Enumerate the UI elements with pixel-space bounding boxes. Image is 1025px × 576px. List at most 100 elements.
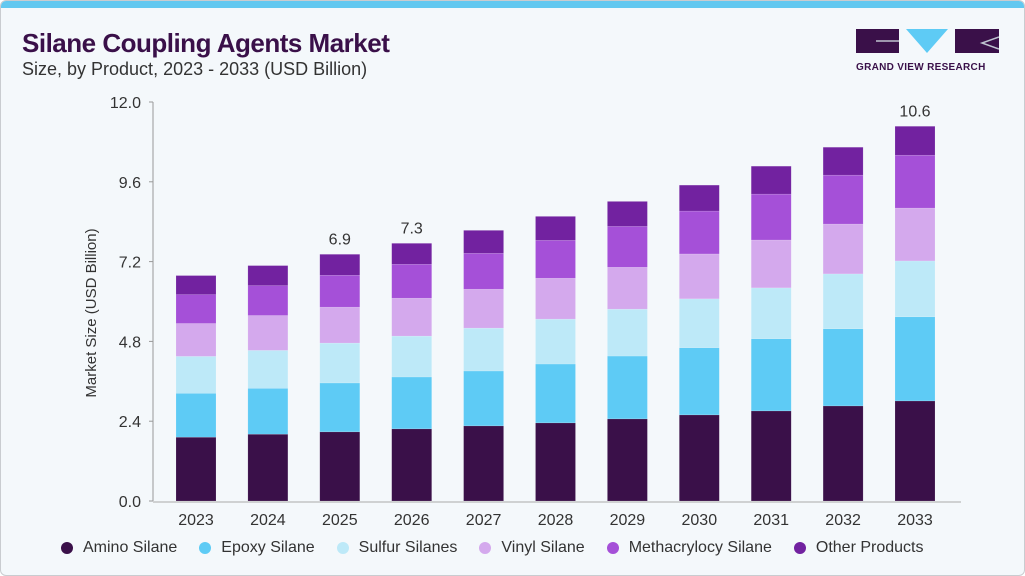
bar-segment-epoxy-silane-2025 [319,382,361,433]
bar-segment-amino-silane-2030 [679,414,720,502]
y-tick-label: 2.4 [119,414,141,431]
bar-segment-vinyl-silane-2025 [319,306,361,344]
bar-segment-epoxy-silane-2031 [750,338,792,412]
legend: Amino Silane Epoxy Silane Sulfur Silanes Vi… [61,539,945,557]
legend-label: Epoxy Silane [221,539,315,556]
top-accent-stripe [1,1,1024,8]
bar-segment-epoxy-silane-2026 [391,376,432,430]
x-tick-label: 2032 [825,512,861,529]
y-tick-label: 9.6 [119,175,141,192]
bar-segment-methacrylocy-silane-2026 [391,264,432,299]
bar-segment-other-products-2033 [894,126,936,156]
legend-item: Amino Silane [61,539,177,557]
y-tick-label: 12.0 [110,95,141,112]
bar-segment-vinyl-silane-2023 [175,323,217,357]
x-tick-label: 2023 [178,512,214,529]
bar-segment-other-products-2023 [175,275,217,295]
bar-segment-sulfur-silanes-2024 [247,350,289,389]
bar-segment-methacrylocy-silane-2033 [894,154,936,209]
data-label-2033: 10.6 [899,103,930,120]
chart-title: Silane Coupling Agents Market [22,28,390,58]
bars: 6.9 7.3 10.6 [175,103,936,502]
bar-segment-methacrylocy-silane-2032 [822,174,864,225]
bar-segment-amino-silane-2023 [175,436,217,502]
legend-item: Vinyl Silane [479,539,585,557]
x-tick-label: 2028 [538,512,574,529]
legend-item: Methacrylocy Silane [606,539,772,557]
bar-segment-other-products-2028 [535,216,576,241]
bar-segment-vinyl-silane-2026 [391,297,432,337]
bar-segment-sulfur-silanes-2031 [750,287,792,339]
bar-segment-other-products-2029 [607,201,648,227]
y-tick-label: 4.8 [119,334,141,351]
bar-segment-epoxy-silane-2028 [535,363,576,424]
bar-segment-vinyl-silane-2028 [535,277,576,320]
bar-segment-amino-silane-2033 [894,400,936,502]
bar-segment-epoxy-silane-2033 [894,316,936,402]
bar-segment-vinyl-silane-2033 [894,207,936,262]
x-tick-label: 2033 [897,512,933,529]
bar-segment-epoxy-silane-2024 [247,388,289,435]
bar-segment-other-products-2024 [247,265,289,286]
x-tick-label: 2025 [322,512,358,529]
legend-item: Sulfur Silanes [336,539,458,557]
legend-item: Epoxy Silane [199,539,315,557]
legend-swatch-icon [199,542,212,554]
bar-segment-amino-silane-2025 [319,431,361,502]
bar-segment-vinyl-silane-2029 [607,267,648,310]
bar-segment-sulfur-silanes-2028 [535,318,576,365]
legend-label: Sulfur Silanes [358,539,458,556]
bar-segment-sulfur-silanes-2025 [319,342,361,384]
legend-label: Amino Silane [83,539,178,556]
legend-swatch-icon [606,542,619,554]
bar-segment-epoxy-silane-2032 [822,328,864,407]
legend-swatch-icon [479,542,492,554]
legend-swatch-icon [793,542,806,554]
bar-segment-vinyl-silane-2031 [750,239,792,289]
x-tick-label: 2030 [682,512,718,529]
bar-segment-amino-silane-2031 [750,410,792,502]
bar-segment-vinyl-silane-2027 [463,288,504,329]
x-axis: 2023 2024 2025 2026 2027 2028 2029 2030 2031 2032… [153,501,961,529]
bar-segment-vinyl-silane-2030 [679,253,720,300]
bar-segment-methacrylocy-silane-2029 [607,226,648,268]
y-tick-label: 7.2 [119,255,141,272]
bar-segment-methacrylocy-silane-2025 [319,274,361,308]
bar-segment-other-products-2025 [319,254,361,276]
legend-label: Other Products [815,539,924,556]
bar-segment-sulfur-silanes-2027 [463,327,504,372]
data-label-2026: 7.3 [401,220,423,237]
legend-label: Methacrylocy Silane [628,539,772,556]
bar-segment-amino-silane-2028 [535,422,576,502]
grand-view-research-logo: GRAND VIEW RESEARCH [856,29,1000,73]
bar-segment-epoxy-silane-2027 [463,370,504,427]
bar-segment-other-products-2031 [750,165,792,195]
bar-segment-amino-silane-2024 [247,433,289,502]
legend-item: Other Products [793,539,924,557]
bar-segment-sulfur-silanes-2032 [822,273,864,330]
x-tick-label: 2027 [466,512,502,529]
bar-segment-vinyl-silane-2032 [822,223,864,275]
legend-label: Vinyl Silane [501,539,585,556]
bar-segment-methacrylocy-silane-2027 [463,253,504,290]
x-tick-label: 2024 [250,512,286,529]
bar-segment-sulfur-silanes-2030 [679,298,720,348]
bar-segment-amino-silane-2027 [463,425,504,502]
bar-segment-vinyl-silane-2024 [247,315,289,351]
data-label-2025: 6.9 [329,231,351,248]
bar-segment-other-products-2026 [391,243,432,265]
x-tick-label: 2026 [394,512,430,529]
bar-segment-amino-silane-2029 [607,418,648,502]
chart-subtitle: Size, by Product, 2023 - 2033 (USD Billi… [22,59,368,79]
y-axis: 0.0 2.4 4.8 7.2 9.6 12.0 [110,95,154,511]
legend-swatch-icon [61,542,73,554]
bar-segment-epoxy-silane-2023 [175,393,217,438]
bar-segment-sulfur-silanes-2026 [391,335,432,378]
bar-segment-methacrylocy-silane-2023 [175,294,217,324]
y-tick-label: 0.0 [119,494,141,511]
bar-segment-methacrylocy-silane-2030 [679,210,720,255]
bar-segment-other-products-2032 [822,146,864,176]
bar-segment-methacrylocy-silane-2031 [750,193,792,241]
